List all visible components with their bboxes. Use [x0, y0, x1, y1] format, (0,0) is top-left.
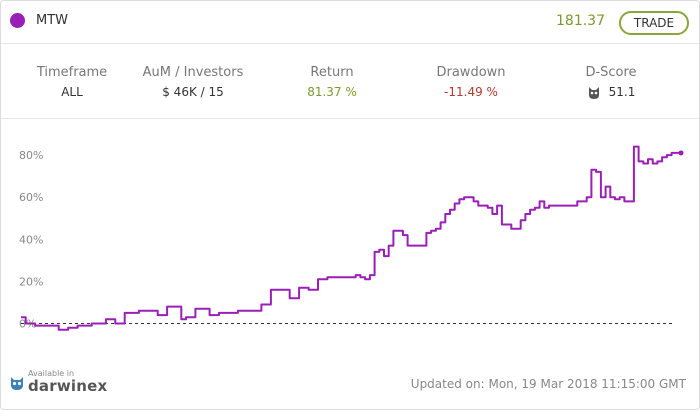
- stat-label: AuM / Investors: [142, 65, 244, 80]
- y-tick-label: 40%: [19, 233, 43, 246]
- stat-drawdown: Drawdown -11.49 %: [401, 65, 541, 99]
- stat-label: Drawdown: [436, 65, 506, 80]
- return-series-line: [21, 145, 681, 331]
- stat-label: D-Score: [585, 65, 637, 80]
- brand-caption: Available in: [28, 369, 75, 378]
- stat-value: ALL: [61, 85, 83, 99]
- stat-label: Timeframe: [36, 65, 108, 80]
- updated-timestamp: Updated on: Mon, 19 Mar 2018 11:15:00 GM…: [410, 377, 686, 391]
- stats-bar: Timeframe ALL AuM / Investors $ 46K / 15…: [1, 44, 699, 119]
- return-chart: 0%20%40%60%80%: [19, 145, 684, 331]
- y-tick-label: 60%: [19, 191, 43, 204]
- y-tick-label: 20%: [19, 275, 43, 288]
- stat-dscore: D-Score 51.1: [541, 65, 681, 100]
- y-tick-label: 80%: [19, 149, 43, 162]
- strategy-name[interactable]: MTW: [36, 13, 69, 28]
- stat-return: Return 81.37 %: [262, 65, 402, 99]
- stat-value-row: 51.1: [541, 85, 681, 100]
- last-point-marker: [678, 150, 684, 156]
- trade-button[interactable]: TRADE: [619, 11, 689, 35]
- stat-label: Return: [310, 65, 354, 80]
- price-value: 181.37: [556, 13, 605, 29]
- stat-value: 81.37 %: [307, 85, 357, 99]
- owl-icon: [588, 86, 599, 99]
- strategy-color-dot: [10, 13, 25, 28]
- darwinex-logo-icon: [11, 377, 23, 390]
- brand-name: darwinex: [28, 377, 108, 395]
- card-header: MTW 181.37 TRADE: [1, 1, 699, 44]
- stat-aum-investors: AuM / Investors $ 46K / 15: [123, 65, 263, 99]
- stat-value: $ 46K / 15: [162, 85, 224, 99]
- stat-timeframe: Timeframe ALL: [2, 65, 142, 99]
- stat-value: -11.49 %: [444, 85, 498, 99]
- dscore-value: 51.1: [608, 85, 636, 99]
